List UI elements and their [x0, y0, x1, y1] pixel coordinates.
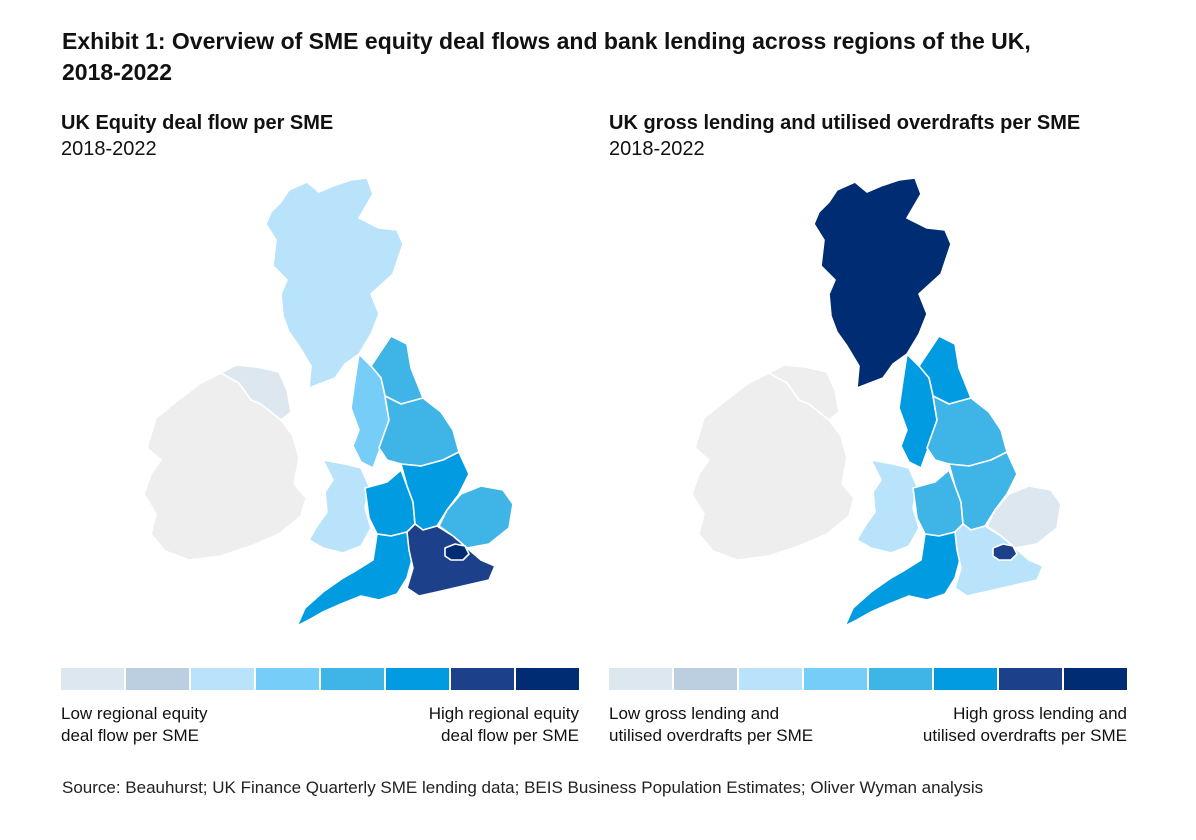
scale-swatch-7 [451, 668, 514, 690]
lending-legend-high: High gross lending and utilised overdraf… [922, 704, 1127, 745]
right-panel-title: UK gross lending and utilised overdrafts… [609, 112, 1081, 134]
equity-legend-high: High regional equity deal flow per SME [428, 704, 579, 745]
scale-swatch-8 [516, 668, 579, 690]
region-northern-ireland [768, 364, 840, 421]
lending-legend-low: Low gross lending and utilised overdraft… [609, 704, 814, 745]
scale-swatch-4 [256, 668, 319, 690]
scale-swatch-6 [386, 668, 449, 690]
right-panel-header: UK gross lending and utilised overdrafts… [609, 110, 1139, 162]
scale-swatch-2 [126, 668, 189, 690]
scale-swatch-6 [934, 668, 997, 690]
equity-color-scale [61, 668, 579, 690]
region-wales [308, 459, 372, 554]
scale-swatch-1 [609, 668, 672, 690]
region-wales [856, 459, 920, 554]
scale-swatch-1 [61, 668, 124, 690]
scale-swatch-5 [869, 668, 932, 690]
gross-lending-map [609, 168, 1139, 638]
scale-swatch-3 [739, 668, 802, 690]
scale-swatch-5 [321, 668, 384, 690]
right-panel-period: 2018-2022 [609, 138, 705, 160]
lending-color-scale [609, 668, 1127, 690]
scale-swatch-2 [674, 668, 737, 690]
scale-swatch-4 [804, 668, 867, 690]
region-yorkshire [378, 395, 460, 467]
scale-swatch-3 [191, 668, 254, 690]
scale-swatch-8 [1064, 668, 1127, 690]
region-london [992, 543, 1018, 561]
left-panel-header: UK Equity deal flow per SME 2018-2022 [61, 110, 591, 162]
region-north-west [898, 353, 938, 469]
left-panel-period: 2018-2022 [61, 138, 157, 160]
region-yorkshire [926, 395, 1008, 467]
region-london [444, 543, 470, 561]
left-panel-title: UK Equity deal flow per SME [61, 112, 334, 134]
source-note: Source: Beauhurst; UK Finance Quarterly … [62, 778, 984, 797]
exhibit-title: Exhibit 1: Overview of SME equity deal f… [62, 28, 1031, 85]
region-northern-ireland [220, 364, 292, 421]
equity-deal-flow-map [61, 168, 591, 638]
scale-swatch-7 [999, 668, 1062, 690]
region-north-west [350, 353, 390, 469]
equity-legend-low: Low regional equity deal flow per SME [61, 704, 208, 745]
